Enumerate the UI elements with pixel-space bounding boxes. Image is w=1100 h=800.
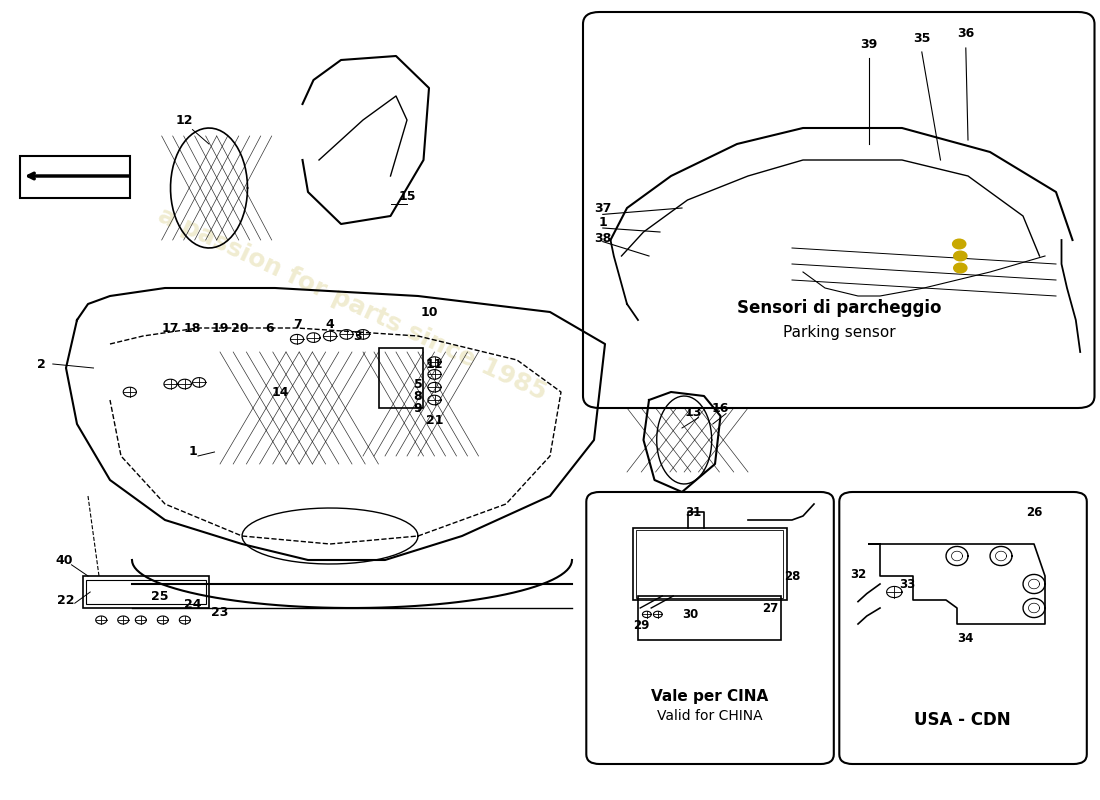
Text: 38: 38 xyxy=(594,232,612,245)
Text: Parking sensor: Parking sensor xyxy=(783,325,895,339)
Text: 26: 26 xyxy=(1026,506,1042,518)
Text: 23: 23 xyxy=(211,606,229,618)
Text: 40: 40 xyxy=(55,554,73,566)
Circle shape xyxy=(954,263,967,273)
Text: 16: 16 xyxy=(712,402,729,414)
Bar xyxy=(636,530,783,598)
Text: 35: 35 xyxy=(913,32,931,45)
Text: 10: 10 xyxy=(420,306,438,318)
Text: USA - CDN: USA - CDN xyxy=(914,711,1011,729)
Text: 14: 14 xyxy=(272,386,289,398)
Text: 18: 18 xyxy=(184,322,201,334)
Text: 7: 7 xyxy=(293,318,301,330)
Text: 20: 20 xyxy=(231,322,249,334)
Text: 5: 5 xyxy=(414,378,422,390)
Text: 9: 9 xyxy=(414,402,422,414)
Text: 37: 37 xyxy=(594,202,612,214)
Text: 32: 32 xyxy=(850,568,866,581)
Text: 1: 1 xyxy=(598,216,607,229)
Text: 11: 11 xyxy=(426,358,443,370)
Circle shape xyxy=(954,251,967,261)
Text: 34: 34 xyxy=(958,632,974,645)
Bar xyxy=(638,596,781,640)
Text: 4: 4 xyxy=(326,318,334,330)
Bar xyxy=(82,576,209,608)
Text: Sensori di parcheggio: Sensori di parcheggio xyxy=(737,299,942,317)
Text: 25: 25 xyxy=(151,590,168,602)
Text: 39: 39 xyxy=(860,38,878,50)
Text: 8: 8 xyxy=(414,390,422,402)
Text: 31: 31 xyxy=(685,506,701,518)
Text: 13: 13 xyxy=(684,406,702,418)
Text: 29: 29 xyxy=(634,619,649,632)
Bar xyxy=(379,348,424,408)
Text: a passion for parts since 1985: a passion for parts since 1985 xyxy=(154,203,550,405)
Text: 21: 21 xyxy=(426,414,443,426)
Circle shape xyxy=(953,239,966,249)
Text: 22: 22 xyxy=(57,594,75,606)
Text: Valid for CHINA: Valid for CHINA xyxy=(657,709,762,723)
Bar xyxy=(632,528,786,600)
Text: Vale per CINA: Vale per CINA xyxy=(651,689,768,703)
Bar xyxy=(86,580,206,604)
Text: 28: 28 xyxy=(784,570,800,582)
Text: 17: 17 xyxy=(162,322,179,334)
Text: 24: 24 xyxy=(184,598,201,610)
Text: 15: 15 xyxy=(398,190,416,202)
Text: 27: 27 xyxy=(762,602,778,614)
Text: 3: 3 xyxy=(353,330,362,342)
Text: 12: 12 xyxy=(176,114,194,126)
Text: 1: 1 xyxy=(188,446,197,458)
Text: 2: 2 xyxy=(37,358,46,370)
Text: 6: 6 xyxy=(265,322,274,334)
Text: 36: 36 xyxy=(957,27,975,40)
Text: 19: 19 xyxy=(211,322,229,334)
Text: 30: 30 xyxy=(683,608,698,621)
Text: 33: 33 xyxy=(900,578,915,590)
